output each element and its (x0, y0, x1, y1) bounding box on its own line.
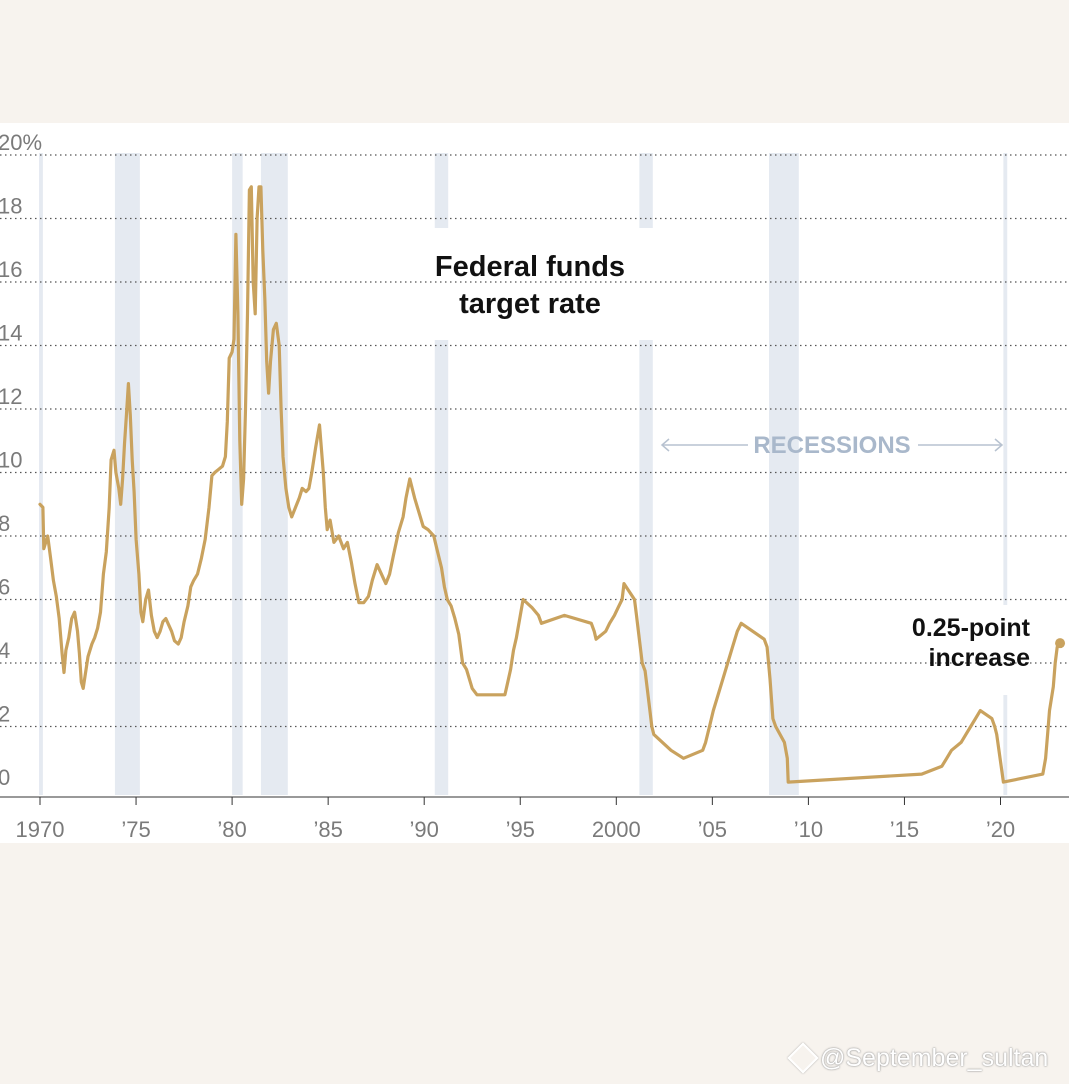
chart-title: Federal funds target rate (435, 251, 625, 320)
annotation-background (875, 605, 1069, 695)
y-tick-label: 20% (0, 130, 42, 155)
x-tick-label: ’80 (217, 817, 246, 842)
x-tick-label: ’95 (506, 817, 535, 842)
recession-band (114, 153, 140, 795)
y-tick-label: 0 (0, 765, 10, 790)
y-tick-label: 2 (0, 702, 10, 727)
federal-funds-chart: 20% 18 16 14 12 10 8 6 4 2 0 1970 ’75 ’80 ’85 ’90 ’95 20… (0, 130, 1069, 842)
annotation-line: 0.25-point (912, 614, 1031, 642)
y-tick-label: 14 (0, 321, 22, 346)
recession-bands (39, 153, 1069, 795)
series-layer (38, 185, 1062, 784)
recession-band (232, 153, 243, 795)
y-tick-label: 6 (0, 575, 10, 600)
recession-band (769, 153, 799, 795)
x-tick-label: ’15 (890, 817, 919, 842)
latest-point-marker (1055, 638, 1066, 649)
x-tick-label: ’90 (410, 817, 439, 842)
recessions-label: RECESSIONS (753, 432, 910, 459)
recessions-label-group: RECESSIONS (660, 432, 1004, 459)
gridlines (0, 154, 1069, 798)
recession-band (1003, 153, 1008, 795)
x-tick-label: ’05 (698, 817, 727, 842)
y-tick-label: 10 (0, 448, 22, 473)
fed-funds-rate-line (38, 185, 1062, 784)
x-tick-label: 1970 (16, 817, 65, 842)
y-tick-label: 18 (0, 194, 22, 219)
annotation-line: increase (929, 644, 1031, 672)
x-tick-label: ’20 (986, 817, 1015, 842)
x-tick-label: ’10 (794, 817, 823, 842)
y-tick-label: 16 (0, 257, 22, 282)
watermark: @September_sultan (787, 1040, 1062, 1076)
chart-title-line: target rate (459, 288, 601, 320)
x-tick-label: ’85 (313, 817, 342, 842)
y-tick-label: 12 (0, 384, 22, 409)
y-tick-label: 8 (0, 511, 10, 536)
y-tick-label: 4 (0, 638, 10, 663)
recession-band (39, 153, 43, 795)
recessions-arrowhead-right (994, 438, 1004, 452)
chart-title-line: Federal funds (435, 251, 625, 283)
watermark-text: @September_sultan (820, 1043, 1049, 1072)
x-tick-label: ’75 (121, 817, 150, 842)
x-tick-label: 2000 (592, 817, 641, 842)
recessions-arrowhead-left (660, 438, 670, 452)
title-background (392, 228, 672, 340)
x-axis-ticks: 1970 ’75 ’80 ’85 ’90 ’95 2000 ’05 ’10 ’15 ’20 (16, 797, 1015, 842)
chart-panel: 20% 18 16 14 12 10 8 6 4 2 0 1970 ’75 ’80 ’85 ’90 ’95 20… (0, 123, 1069, 843)
diamond-logo-icon (787, 1042, 819, 1074)
y-axis-ticks: 20% 18 16 14 12 10 8 6 4 2 0 (0, 130, 42, 790)
